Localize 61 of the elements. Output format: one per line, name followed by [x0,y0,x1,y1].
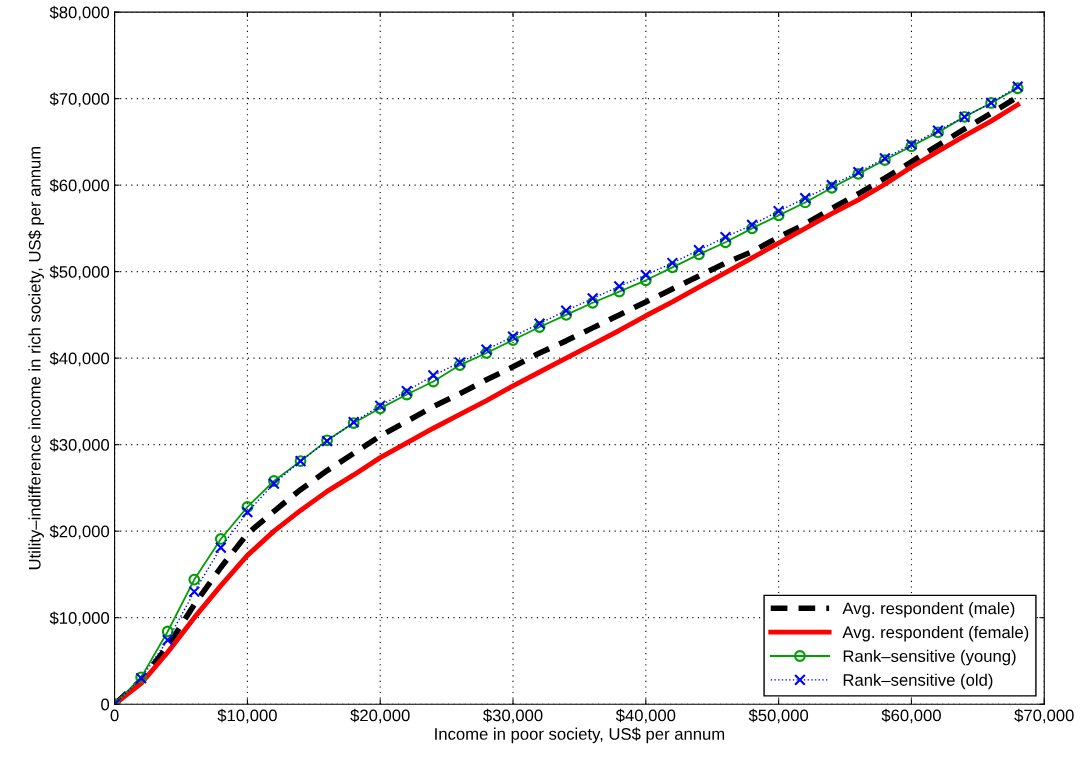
point [799,196,812,209]
point [241,506,254,519]
point [214,541,227,554]
point [427,369,440,382]
point [586,296,599,309]
point [666,257,679,269]
point [639,274,652,287]
point [161,634,174,647]
y-axis-title: Utility–indifference income in rich society, US$ per annum [28,146,44,570]
x-axis-title: Income in poor society, US$ per annum [435,727,725,744]
point [746,219,758,231]
point [507,334,519,346]
point [613,280,626,293]
point [693,244,705,256]
point [639,269,652,282]
x-tick-label: $20,000 [350,708,410,724]
point [161,625,174,638]
legend-label: Rank–sensitive (young) [843,649,1016,666]
point [400,385,413,397]
y-tick-label: $80,000 [49,5,110,21]
y-tick-label: $20,000 [49,524,110,540]
legend-label: Rank–sensitive (old) [843,673,993,690]
point [427,375,440,388]
point [480,343,493,356]
point [719,236,732,249]
x-tick-label: $70,000 [1014,708,1074,724]
x-tick-label: $10,000 [217,708,277,724]
point [214,533,227,545]
x-tick-label: $50,000 [748,708,809,724]
x-tick-label: 0 [110,709,119,722]
x-tick-label: $30,000 [483,708,543,724]
point [507,330,519,343]
point [188,585,201,598]
point [533,317,546,330]
point [560,309,573,321]
legend-label: Avg. respondent (male) [842,602,1015,618]
y-tick-label: $30,000 [49,438,110,453]
y-tick-label: $40,000 [49,351,110,367]
y-tick-label: $10,000 [49,611,110,626]
point [480,347,493,359]
y-tick-label: $70,000 [49,92,110,107]
legend-label: Avg. respondent (female) [842,625,1029,642]
point [799,192,812,205]
y-tick-label: 0 [101,698,110,711]
point [693,248,705,261]
point [746,222,758,235]
point [772,205,785,217]
point [719,231,732,243]
point [613,285,626,298]
point [666,261,679,274]
point [188,573,201,586]
point [586,292,599,305]
x-tick-label: $40,000 [615,708,676,724]
point [400,388,413,401]
y-tick-label: $60,000 [49,178,110,194]
point [772,209,785,222]
point [533,321,546,333]
point [241,501,254,513]
y-tick-label: $50,000 [49,265,110,280]
x-tick-label: $60,000 [881,708,941,724]
point [560,304,573,317]
